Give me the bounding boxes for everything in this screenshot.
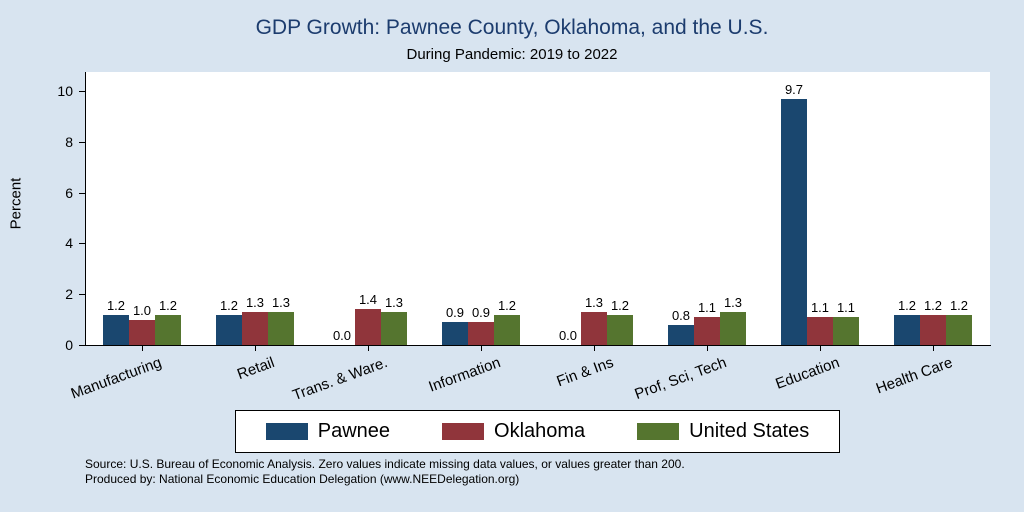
bar — [355, 309, 381, 345]
bar — [694, 317, 720, 345]
bar — [807, 317, 833, 345]
bar-value-label: 1.0 — [132, 303, 152, 318]
legend-item: Pawnee — [265, 420, 391, 443]
bar-value-label: 0.8 — [671, 308, 691, 323]
bar-value-label: 1.3 — [245, 295, 265, 310]
bar-value-label: 1.2 — [497, 298, 517, 313]
x-tick-mark — [707, 346, 709, 351]
y-tick-label: 2 — [65, 286, 73, 303]
y-tick-label: 8 — [65, 133, 73, 150]
bar — [581, 312, 607, 345]
legend-swatch — [637, 423, 680, 440]
legend-swatch — [442, 423, 485, 440]
bar — [894, 315, 920, 345]
bar — [468, 322, 494, 345]
x-tick-mark — [933, 346, 935, 351]
y-tick-mark — [79, 345, 85, 346]
bar — [242, 312, 268, 345]
legend-swatch — [265, 423, 308, 440]
legend-label: Oklahoma — [494, 420, 586, 442]
bar-value-label: 1.3 — [584, 295, 604, 310]
bar — [129, 320, 155, 345]
legend-label: Pawnee — [317, 420, 391, 442]
legend-label: United States — [689, 420, 810, 442]
bar-value-label: 9.7 — [784, 82, 804, 97]
y-axis-line — [85, 72, 86, 346]
bar-value-label: 1.2 — [219, 298, 239, 313]
x-tick-mark — [367, 346, 369, 351]
bar-value-label: 1.3 — [723, 295, 743, 310]
legend-item: Oklahoma — [442, 420, 585, 443]
bar — [607, 315, 633, 345]
chart-title: GDP Growth: Pawnee County, Oklahoma, and… — [255, 16, 769, 39]
y-tick-label: 0 — [65, 337, 73, 353]
bar — [946, 315, 972, 345]
bar — [920, 315, 946, 345]
source-note: Source: U.S. Bureau of Economic Analysis… — [85, 457, 685, 471]
bar-value-label: 1.2 — [158, 298, 178, 313]
bar-value-label: 1.4 — [358, 292, 378, 307]
bar-value-label: 1.2 — [106, 298, 126, 313]
bar — [494, 315, 520, 345]
x-axis-line — [85, 345, 991, 346]
y-tick-mark — [79, 91, 85, 93]
bar — [268, 312, 294, 345]
y-tick-mark — [79, 243, 85, 245]
bar-value-label: 1.1 — [836, 300, 856, 315]
footer-notes: Source: U.S. Bureau of Economic Analysis… — [85, 457, 985, 487]
bar-value-label: 1.2 — [923, 298, 943, 313]
bar-value-label: 0.9 — [471, 305, 491, 320]
bar — [103, 315, 129, 345]
y-axis-label: Percent — [7, 177, 25, 230]
x-tick-mark — [141, 346, 143, 351]
bar-value-label: 0.0 — [558, 328, 578, 343]
plot-area — [85, 72, 990, 345]
bar-value-label: 1.3 — [384, 295, 404, 310]
y-tick-label: 4 — [65, 235, 73, 252]
bar — [668, 325, 694, 345]
bar — [155, 315, 181, 345]
legend-item: United States — [637, 420, 809, 443]
bar — [781, 99, 807, 345]
bar-value-label: 1.2 — [949, 298, 969, 313]
bar-value-label: 1.1 — [810, 300, 830, 315]
y-tick-mark — [79, 141, 85, 143]
y-tick-label: 6 — [65, 184, 73, 201]
y-tick-mark — [79, 294, 85, 296]
bar — [216, 315, 242, 345]
bar-value-label: 1.3 — [271, 295, 291, 310]
x-tick-mark — [594, 346, 596, 351]
bar-value-label: 0.0 — [332, 328, 352, 343]
y-tick-label: 10 — [57, 83, 73, 100]
legend: Pawnee Oklahoma United States — [85, 410, 990, 453]
x-tick-mark — [820, 346, 822, 351]
bar-value-label: 1.2 — [897, 298, 917, 313]
chart-subtitle: During Pandemic: 2019 to 2022 — [406, 46, 618, 63]
bar-value-label: 1.1 — [697, 300, 717, 315]
y-tick-mark — [79, 192, 85, 194]
bar — [442, 322, 468, 345]
x-tick-mark — [480, 346, 482, 351]
x-tick-mark — [254, 346, 256, 351]
produced-by-note: Produced by: National Economic Education… — [85, 472, 520, 486]
bar — [381, 312, 407, 345]
legend-box: Pawnee Oklahoma United States — [234, 410, 841, 453]
bar-value-label: 0.9 — [445, 305, 465, 320]
bar — [720, 312, 746, 345]
bar-value-label: 1.2 — [610, 298, 630, 313]
bar — [833, 317, 859, 345]
